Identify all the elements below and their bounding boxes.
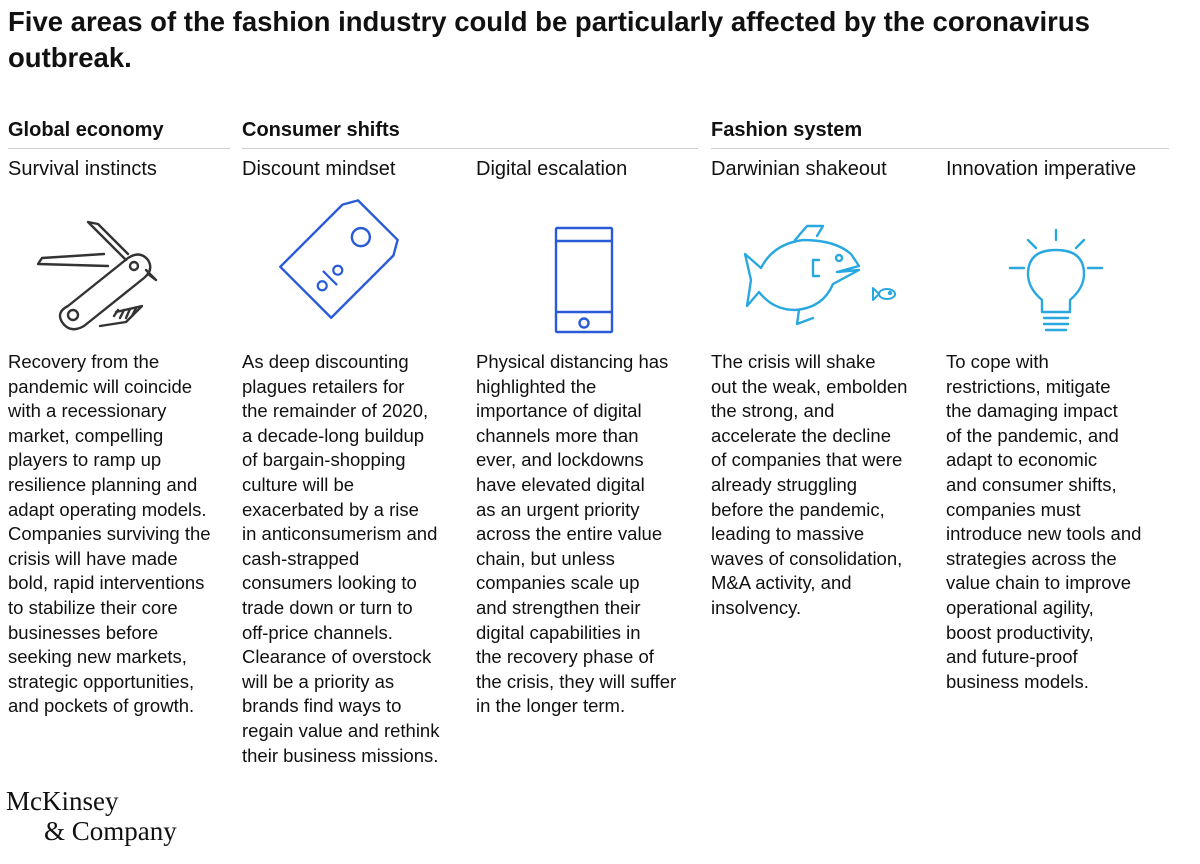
group-divider <box>8 148 230 149</box>
column-description: To cope with restrictions, mitigate the … <box>946 351 1142 692</box>
mckinsey-logo: McKinsey & Company <box>6 786 177 846</box>
column-description: The crisis will shake out the weak, embo… <box>711 351 908 618</box>
page-title: Five areas of the fashion industry could… <box>8 6 1090 73</box>
column-darwinian-shakeout: Darwinian shakeout The crisis will shake… <box>711 154 933 621</box>
column-title: Discount mindset <box>242 158 396 180</box>
column-description: As deep discounting plagues retailers fo… <box>242 351 440 766</box>
group-divider <box>711 148 1169 149</box>
column-title: Digital escalation <box>476 158 628 180</box>
smartphone-icon <box>554 226 614 334</box>
pocket-knife-icon <box>36 220 158 331</box>
column-discount-mindset: Discount mindset As deep discounting pla… <box>242 154 464 768</box>
group-title-fashion-system: Fashion system <box>711 119 863 141</box>
column-survival-instincts: Survival instincts Recovery from the pan… <box>8 154 230 719</box>
group-title-global-economy: Global economy <box>8 119 164 141</box>
column-description: Recovery from the pandemic will coincide… <box>8 351 211 717</box>
group-title-consumer-shifts: Consumer shifts <box>242 119 400 141</box>
column-title: Innovation imperative <box>946 158 1137 180</box>
big-fish-small-fish-icon <box>743 224 896 326</box>
column-title: Darwinian shakeout <box>711 158 887 180</box>
discount-tag-icon <box>279 199 399 319</box>
column-digital-escalation: Digital escalation Physical distancing h… <box>476 154 698 719</box>
column-title: Survival instincts <box>8 158 157 180</box>
logo-line-2: & Company <box>44 816 177 846</box>
light-bulb-icon <box>1008 228 1104 332</box>
group-divider <box>242 148 698 149</box>
logo-line-1: McKinsey <box>6 786 119 816</box>
column-description: Physical distancing has highlighted the … <box>476 351 677 717</box>
column-innovation-imperative: Innovation imperative To cope with restr… <box>946 154 1168 694</box>
